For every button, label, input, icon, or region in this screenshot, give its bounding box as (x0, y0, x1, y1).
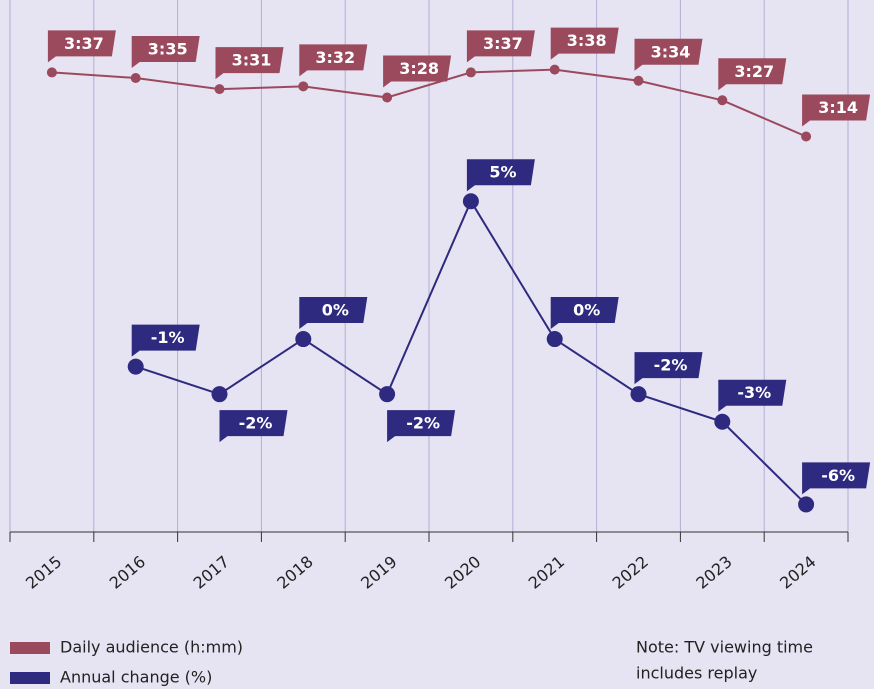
legend-label: Daily audience (h:mm) (60, 638, 243, 657)
point (465, 67, 476, 78)
label-flag (215, 47, 284, 80)
point (211, 386, 228, 403)
point (295, 331, 312, 348)
point (382, 92, 393, 103)
label-flag (466, 159, 535, 192)
legend-label: Annual change (%) (60, 668, 212, 687)
label-flag (466, 30, 535, 63)
label-flag (802, 462, 871, 495)
label-flag (47, 30, 116, 63)
point (630, 386, 647, 403)
label-flag (634, 38, 703, 71)
value-label: 3:37 (483, 34, 523, 53)
value-label: 3:34 (651, 42, 691, 61)
label-flag (718, 379, 787, 412)
label-flag (802, 94, 871, 127)
value-label: 3:27 (734, 62, 774, 81)
point (549, 64, 560, 75)
value-label: -2% (239, 414, 273, 433)
label-flag (219, 410, 288, 443)
value-label: -1% (151, 328, 185, 347)
value-label: 3:38 (567, 31, 607, 50)
note-line: Note: TV viewing time (636, 638, 813, 657)
point (130, 72, 141, 83)
label-flag (383, 55, 452, 88)
point (379, 386, 396, 403)
label-flag (550, 297, 619, 330)
point (127, 358, 144, 375)
legend-swatch (10, 672, 50, 684)
legend-swatch (10, 642, 50, 654)
label-flag (299, 44, 368, 77)
value-label: -6% (821, 466, 855, 485)
label-flag (299, 297, 368, 330)
value-label: 3:35 (148, 39, 188, 58)
label-flag (131, 35, 200, 68)
point (717, 95, 728, 106)
value-label: -2% (654, 356, 688, 375)
value-label: 3:31 (232, 51, 272, 70)
point (801, 131, 812, 142)
point (46, 67, 57, 78)
value-label: -2% (406, 414, 440, 433)
point (298, 81, 309, 92)
label-flag (718, 58, 787, 91)
value-label: -3% (737, 383, 771, 402)
label-flag (131, 324, 200, 357)
note-line: includes replay (636, 664, 757, 683)
point (798, 496, 815, 513)
point (714, 413, 731, 430)
value-label: 3:37 (64, 34, 104, 53)
value-label: 3:32 (315, 48, 355, 67)
point (633, 75, 644, 86)
value-label: 3:14 (818, 98, 858, 117)
point (462, 193, 479, 210)
series-line (51, 68, 807, 138)
label-flag (634, 352, 703, 385)
point (546, 331, 563, 348)
label-flag (387, 410, 456, 443)
label-flag (550, 27, 619, 60)
point (214, 84, 225, 95)
value-label: 5% (489, 163, 516, 182)
value-label: 0% (573, 301, 600, 320)
value-label: 3:28 (399, 59, 439, 78)
value-label: 0% (322, 301, 349, 320)
